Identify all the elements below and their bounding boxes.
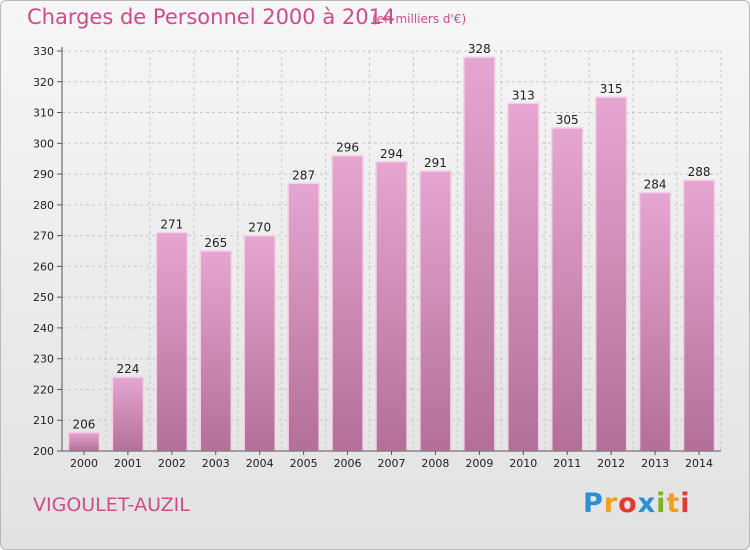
bar-value-label: 271 [160, 218, 183, 232]
x-tick-label: 2008 [421, 457, 449, 470]
logo-letter: x [637, 488, 657, 519]
logo-letter: r [603, 488, 619, 519]
logo-letter: t [666, 488, 681, 519]
logo-letter: i [680, 488, 691, 519]
bar[interactable] [375, 161, 408, 452]
x-tick-label: 2007 [378, 457, 406, 470]
y-tick-label: 290 [33, 168, 54, 181]
x-tick-label: 2009 [465, 457, 493, 470]
bar[interactable] [287, 182, 320, 452]
bars: 206 224 271 265 270 287 296 294 291 328 313 305 315 2… [67, 42, 716, 452]
x-tick-label: 2011 [553, 457, 581, 470]
y-tick-label: 240 [33, 322, 54, 335]
bar-value-label: 287 [292, 168, 315, 182]
bar[interactable] [243, 234, 276, 452]
y-tick-label: 310 [33, 107, 54, 120]
bar[interactable] [594, 96, 628, 452]
axes: 200 210 220 230 240 250 260 270 280 290 300 310 320 3… [33, 45, 721, 470]
bar[interactable] [155, 231, 189, 452]
y-tick-label: 250 [33, 291, 54, 304]
bar[interactable] [550, 127, 584, 452]
place-name: VIGOULET-AUZIL [33, 494, 190, 516]
bar-value-label: 305 [556, 113, 579, 127]
y-tick-label: 270 [33, 230, 54, 243]
x-tick-label: 2005 [290, 457, 318, 470]
bar[interactable] [463, 56, 496, 452]
proxiti-logo[interactable]: Proxiti [583, 488, 691, 519]
y-tick-label: 280 [33, 199, 54, 212]
bar-value-label: 288 [688, 165, 711, 179]
bar-value-label: 315 [600, 82, 623, 96]
x-tick-label: 2010 [509, 457, 537, 470]
x-tick-label: 2001 [114, 457, 142, 470]
y-tick-label: 260 [33, 260, 54, 273]
x-tick-label: 2013 [641, 457, 669, 470]
bar-value-label: 270 [248, 221, 271, 235]
y-tick-label: 200 [33, 445, 54, 458]
x-tick-label: 2000 [70, 457, 98, 470]
y-tick-label: 230 [33, 353, 54, 366]
bar[interactable] [638, 191, 672, 452]
y-tick-label: 220 [33, 383, 54, 396]
bar-value-label: 313 [512, 88, 535, 102]
bar[interactable] [199, 250, 233, 452]
x-tick-label: 2014 [685, 457, 713, 470]
x-tick-label: 2006 [334, 457, 362, 470]
bar-value-label: 294 [380, 147, 403, 161]
bar-value-label: 291 [424, 156, 447, 170]
bar[interactable] [331, 154, 364, 452]
logo-letter: P [583, 488, 604, 519]
logo-letter: o [618, 488, 638, 519]
y-tick-label: 300 [33, 137, 54, 150]
bar-value-label: 296 [336, 141, 359, 155]
bar[interactable] [111, 376, 145, 452]
y-tick-label: 210 [33, 414, 54, 427]
logo-letter: i [656, 488, 667, 519]
bar-value-label: 265 [204, 236, 227, 250]
x-tick-label: 2004 [246, 457, 274, 470]
bar[interactable] [507, 102, 540, 452]
bar-value-label: 224 [116, 362, 139, 376]
y-tick-label: 320 [33, 76, 54, 89]
bar-value-label: 206 [73, 418, 96, 432]
bar-value-label: 328 [468, 42, 491, 56]
bar[interactable] [682, 179, 716, 452]
x-tick-label: 2002 [158, 457, 186, 470]
bar[interactable] [419, 170, 452, 452]
y-tick-label: 330 [33, 45, 54, 58]
x-tick-label: 2012 [597, 457, 625, 470]
x-tick-label: 2003 [202, 457, 230, 470]
chart-title: Charges de Personnel 2000 à 2014 [27, 5, 396, 29]
bar-value-label: 284 [644, 178, 667, 192]
chart-subtitle: (en milliers d'€) [372, 12, 467, 26]
bar[interactable] [67, 431, 101, 452]
